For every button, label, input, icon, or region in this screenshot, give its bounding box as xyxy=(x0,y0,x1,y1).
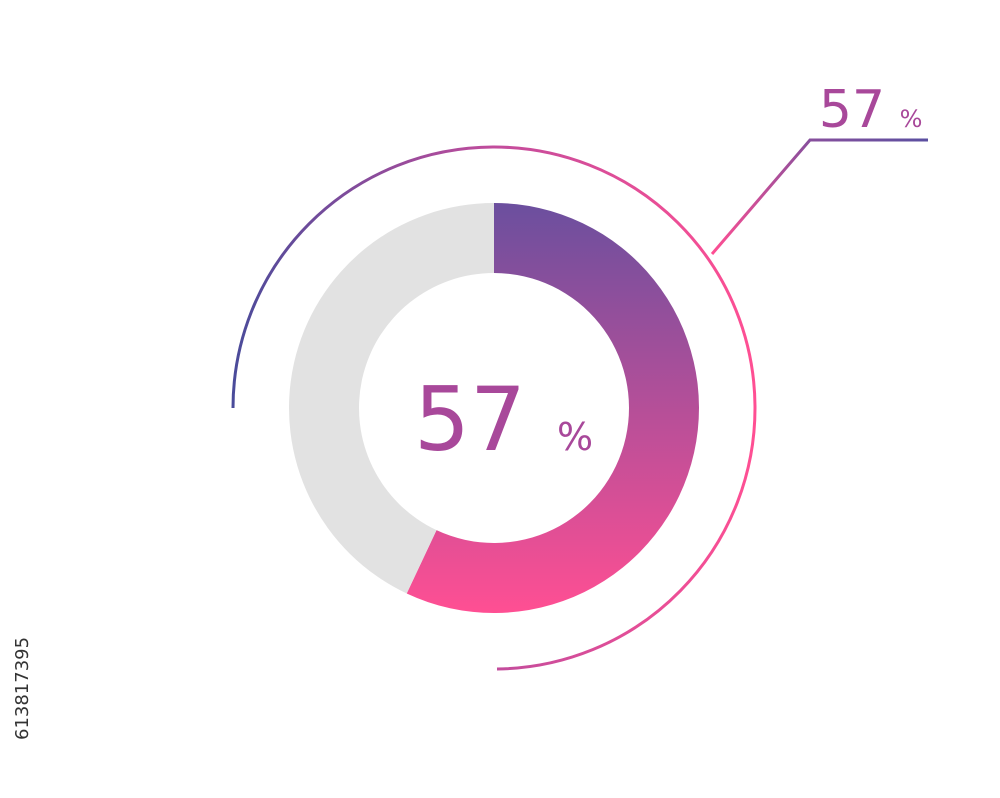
center-value: 57 xyxy=(414,368,526,471)
donut xyxy=(288,203,699,613)
leader-line xyxy=(710,138,928,255)
watermark-id: 613817395 xyxy=(12,637,33,740)
donut-segment xyxy=(288,203,494,594)
donut-segment xyxy=(406,203,699,613)
callout-unit: % xyxy=(900,105,923,133)
callout-value: 57 xyxy=(819,80,885,140)
outer-ring xyxy=(231,145,757,671)
center-unit: % xyxy=(557,415,593,459)
